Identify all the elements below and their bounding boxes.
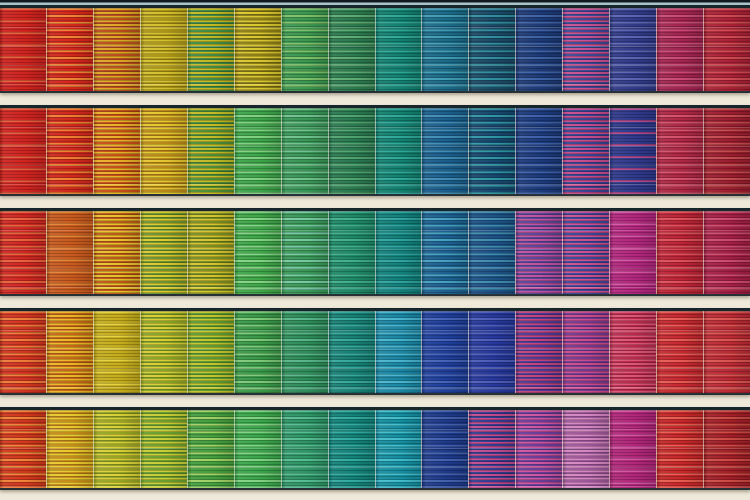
facade-panel — [186, 311, 234, 393]
facade-panel — [233, 211, 281, 294]
facade-panel — [92, 8, 140, 91]
facade-panel — [186, 410, 234, 488]
facade-panel — [421, 311, 469, 393]
facade-panel — [280, 108, 328, 194]
facade-panel — [139, 8, 187, 91]
facade-row — [0, 407, 750, 490]
facade-panel — [609, 211, 657, 294]
facade-panel — [421, 8, 469, 91]
facade-panel — [374, 410, 422, 488]
facade-panel — [374, 8, 422, 91]
facade-panel — [656, 410, 704, 488]
facade-panel — [468, 311, 516, 393]
facade-panel — [515, 108, 563, 194]
facade-panel — [609, 8, 657, 91]
facade-panel — [233, 410, 281, 488]
facade-panel — [562, 8, 610, 91]
facade-panel — [92, 311, 140, 393]
facade-panel — [0, 8, 46, 91]
facade-panel — [327, 311, 375, 393]
facade-panel — [280, 410, 328, 488]
facade-panel — [327, 410, 375, 488]
facade-row — [0, 105, 750, 196]
facade-panel — [0, 108, 46, 194]
facade-panel — [45, 8, 93, 91]
facade-panel — [562, 410, 610, 488]
facade-panel — [609, 410, 657, 488]
facade-panel — [515, 311, 563, 393]
facade-row — [0, 208, 750, 296]
facade-panel — [186, 8, 234, 91]
facade-panel — [45, 108, 93, 194]
facade-panel — [92, 410, 140, 488]
facade-panel — [92, 108, 140, 194]
facade-panel — [233, 108, 281, 194]
facade-panel — [280, 211, 328, 294]
facade-panel — [139, 410, 187, 488]
facade-panel — [186, 211, 234, 294]
facade-row — [0, 5, 750, 93]
facade-panel — [656, 311, 704, 393]
facade-panel — [139, 311, 187, 393]
facade-panel — [233, 311, 281, 393]
facade-panel — [327, 211, 375, 294]
facade-panel — [45, 311, 93, 393]
facade-panel — [656, 211, 704, 294]
facade-panel — [468, 8, 516, 91]
facade-panel — [703, 8, 750, 91]
facade-panel — [562, 211, 610, 294]
facade-panel — [515, 211, 563, 294]
facade-panel — [421, 410, 469, 488]
facade-panel — [562, 311, 610, 393]
facade-panel — [562, 108, 610, 194]
facade-panel — [421, 211, 469, 294]
facade-panel — [327, 108, 375, 194]
facade-panel — [327, 8, 375, 91]
facade-panel — [45, 410, 93, 488]
facade-panel — [515, 8, 563, 91]
facade-panel — [280, 311, 328, 393]
facade-row — [0, 308, 750, 395]
facade-panel — [186, 108, 234, 194]
facade-panel — [656, 8, 704, 91]
facade-panel — [0, 211, 46, 294]
facade-panel — [374, 108, 422, 194]
facade-panel — [0, 311, 46, 393]
facade-panel — [703, 211, 750, 294]
facade-panel — [45, 211, 93, 294]
facade-panel — [374, 211, 422, 294]
facade-panel — [233, 8, 281, 91]
facade-panel — [92, 211, 140, 294]
facade-panel — [609, 108, 657, 194]
facade-panel — [374, 311, 422, 393]
facade-panel — [468, 108, 516, 194]
facade-panel — [703, 311, 750, 393]
facade-panel — [280, 8, 328, 91]
facade-panel — [0, 410, 46, 488]
facade-panel — [703, 410, 750, 488]
facade-panel — [656, 108, 704, 194]
facade-panel — [421, 108, 469, 194]
facade-panel — [703, 108, 750, 194]
facade-panel — [468, 211, 516, 294]
facade-panel — [468, 410, 516, 488]
facade-panel — [515, 410, 563, 488]
facade-panel — [139, 211, 187, 294]
facade-panel — [609, 311, 657, 393]
facade-panel — [139, 108, 187, 194]
facade-top-rail — [0, 0, 750, 5]
